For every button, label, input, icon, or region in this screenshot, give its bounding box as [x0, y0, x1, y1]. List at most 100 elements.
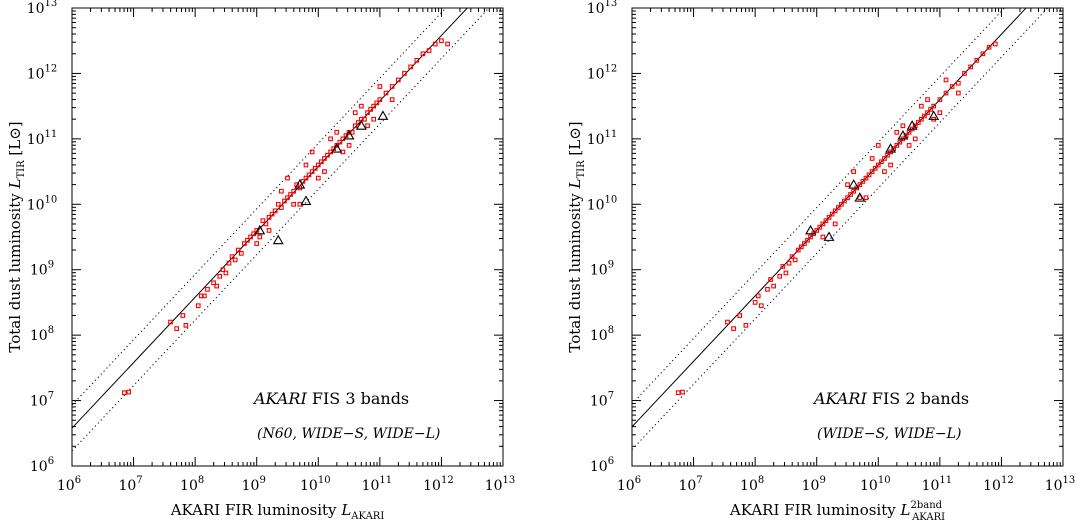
square-point	[269, 211, 275, 217]
square-point	[309, 169, 315, 174]
square-point	[798, 244, 804, 250]
x-tick-base: 10	[678, 478, 696, 494]
triangle-point	[885, 143, 897, 153]
square-point	[278, 188, 284, 194]
square-point	[860, 179, 866, 184]
square-point	[783, 270, 789, 276]
square-point	[802, 241, 807, 246]
x-tick-base: 10	[362, 478, 380, 494]
y-tick-base: 10	[30, 394, 48, 410]
square-point	[888, 162, 893, 168]
square-point	[789, 254, 795, 259]
square-point	[820, 234, 826, 240]
square-point	[919, 116, 924, 122]
triangle-point	[294, 179, 306, 189]
square-point	[306, 172, 312, 178]
square-point	[882, 156, 887, 161]
square-point	[238, 251, 244, 256]
square-point	[278, 205, 284, 210]
x-axis-label-superscript: 2band	[910, 500, 942, 511]
y-tick-label: 107	[30, 391, 54, 410]
square-point	[823, 218, 829, 223]
x-axis-label-symbol: L	[900, 501, 911, 519]
square-point	[882, 169, 887, 174]
square-point	[885, 152, 890, 158]
y-tick-base: 10	[590, 263, 608, 279]
square-point	[352, 123, 358, 129]
square-point	[752, 300, 758, 305]
square-point	[817, 224, 823, 230]
square-point	[242, 241, 247, 246]
x-tick-base: 10	[1045, 478, 1063, 494]
y-tick-base: 10	[587, 66, 605, 82]
triangle-point	[823, 231, 835, 241]
square-point	[439, 38, 444, 44]
x-tick-exponent: 6	[635, 475, 641, 486]
y-tick-base: 10	[587, 197, 605, 213]
square-point	[755, 293, 761, 299]
square-point	[842, 198, 847, 204]
square-point	[352, 110, 358, 116]
square-point	[389, 84, 395, 89]
x-tick-base: 10	[740, 478, 758, 494]
plot-frame	[631, 7, 1064, 467]
square-point	[915, 120, 921, 125]
x-tick-label: 1013	[485, 475, 516, 494]
square-point	[832, 221, 838, 227]
x-tick-label: 107	[118, 475, 142, 494]
square-point	[875, 143, 881, 148]
y-tick-exponent: 11	[45, 129, 58, 140]
square-point	[377, 97, 383, 102]
square-point	[257, 234, 263, 240]
y-tick-base: 10	[590, 459, 608, 475]
y-tick-base: 10	[590, 328, 608, 344]
square-point	[820, 221, 826, 227]
square-point	[315, 175, 321, 181]
square-point	[937, 97, 943, 102]
y-tick-exponent: 9	[48, 260, 54, 271]
x-tick-label: 108	[180, 475, 204, 494]
square-point	[245, 237, 250, 243]
square-point	[805, 237, 810, 243]
upper-scatter-line	[72, 8, 447, 406]
square-point	[291, 201, 297, 207]
axes: 106 107 108 109 1010 1011 1012 1013106107108109…	[27, 0, 516, 494]
y-axis-label-symbol: L	[6, 179, 24, 190]
data-points	[675, 41, 998, 396]
y-tick-base: 10	[27, 1, 45, 17]
triangle-point	[300, 195, 312, 205]
square-point	[777, 273, 783, 279]
x-tick-exponent: 10	[318, 475, 331, 486]
y-axis-label: Total dust luminosity LTIR [L⊙]	[6, 121, 27, 352]
square-point	[226, 260, 232, 266]
y-tick-exponent: 12	[45, 63, 58, 74]
x-axis-label-text: AKARI FIR luminosity	[170, 501, 342, 519]
square-point	[174, 326, 180, 331]
square-point	[731, 326, 736, 331]
square-point	[183, 322, 189, 328]
square-point	[362, 116, 367, 122]
y-tick-exponent: 8	[608, 325, 614, 336]
y-tick-label: 1013	[587, 0, 618, 17]
relation-lines	[632, 8, 1049, 450]
x-tick-label: 1012	[983, 475, 1014, 494]
y-tick-label: 1011	[587, 129, 618, 148]
y-axis-label-symbol: L	[566, 179, 584, 190]
x-tick-exponent: 11	[939, 475, 952, 486]
y-tick-base: 10	[587, 1, 605, 17]
x-axis-label: AKARI FIR luminosity L2band AKARI	[729, 500, 945, 523]
square-point	[432, 41, 438, 47]
square-point	[869, 156, 875, 161]
x-tick-label: 1011	[362, 475, 393, 494]
x-tick-base: 10	[423, 478, 441, 494]
square-point	[725, 319, 730, 325]
square-point	[955, 80, 961, 86]
y-tick-label: 1012	[587, 63, 618, 82]
y-tick-label: 1010	[27, 194, 58, 213]
triangle-point	[805, 224, 817, 235]
annotation-title-italic: AKARI	[812, 389, 867, 408]
square-point	[232, 257, 238, 263]
square-point	[202, 293, 207, 299]
y-tick-label: 1011	[27, 129, 58, 148]
y-tick-exponent: 13	[605, 0, 618, 9]
